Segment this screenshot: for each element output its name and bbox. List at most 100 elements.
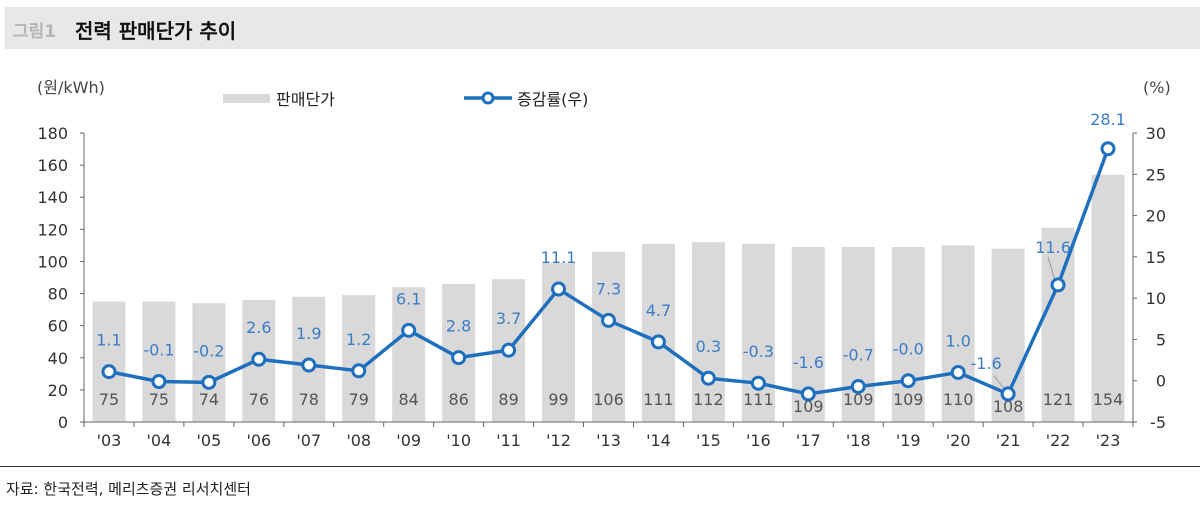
left-tick-label: 120 (37, 220, 68, 239)
left-tick-label: 40 (48, 349, 68, 368)
line-value-label: 1.2 (346, 330, 371, 349)
line-value-label: 6.1 (396, 289, 421, 308)
right-tick-label: 20 (1146, 207, 1166, 226)
figure-number: 그림1 (13, 22, 57, 42)
x-tick-label: '04 (147, 431, 172, 450)
line-marker (401, 322, 417, 338)
line-value-label: 2.8 (446, 317, 471, 336)
line-value-label: 28.1 (1090, 110, 1126, 129)
line-value-label: -0.0 (893, 340, 924, 359)
line-marker (1100, 141, 1116, 157)
legend-line-marker-icon (481, 91, 495, 105)
line-marker (351, 363, 367, 379)
x-tick-label: '13 (596, 431, 621, 450)
bar-value-label: 109 (893, 390, 924, 409)
bar-17 (941, 245, 975, 422)
line-value-label: -0.2 (193, 341, 224, 360)
right-tick-label: 15 (1146, 248, 1166, 267)
line-marker (251, 351, 267, 367)
x-tick-label: '05 (196, 431, 221, 450)
line-value-label: -0.1 (143, 341, 174, 360)
left-tick-label: 20 (48, 381, 68, 400)
line-marker (850, 378, 866, 394)
left-tick-label: 180 (37, 124, 68, 143)
bar-2 (192, 303, 226, 422)
bar-value-label: 154 (1093, 390, 1124, 409)
bar-value-label: 75 (149, 390, 169, 409)
bar-value-label: 75 (99, 390, 119, 409)
bar-value-label: 109 (843, 390, 874, 409)
line-marker (1050, 277, 1066, 293)
line-marker (501, 342, 517, 358)
x-tick-label: '16 (746, 431, 771, 450)
line-marker (650, 334, 666, 350)
line-marker (451, 350, 467, 366)
x-tick-label: '09 (396, 431, 421, 450)
line-value-label: 1.0 (945, 331, 970, 350)
bar-19 (1041, 227, 1075, 422)
x-tick-label: '11 (496, 431, 521, 450)
bar-12 (691, 242, 725, 422)
bar-value-label: 111 (743, 390, 774, 409)
bar-1 (142, 301, 176, 422)
bar-value-label: 108 (993, 397, 1024, 416)
x-tick-label: '12 (546, 431, 571, 450)
bar-13 (741, 243, 775, 422)
bar-5 (342, 295, 376, 422)
bar-value-label: 106 (593, 390, 624, 409)
right-tick-label: 10 (1146, 289, 1166, 308)
bar-value-label: 111 (643, 390, 674, 409)
line-marker (750, 375, 766, 391)
line-value-label: 1.1 (96, 331, 121, 350)
bar-value-label: 78 (299, 390, 319, 409)
bar-11 (641, 243, 675, 422)
line-marker (900, 373, 916, 389)
left-tick-label: 100 (37, 252, 68, 271)
bar-10 (592, 251, 625, 422)
x-tick-label: '17 (796, 431, 821, 450)
line-marker (151, 374, 167, 390)
left-tick-label: 60 (48, 317, 68, 336)
bar-value-label: 89 (498, 390, 518, 409)
bar-value-label: 99 (548, 390, 568, 409)
line-marker (551, 281, 567, 297)
line-value-label: 0.3 (696, 337, 721, 356)
line-value-label: 3.7 (496, 309, 521, 328)
chart: 0 20 40 60 80 100 120 140 160 180 -5 0 5 10 15 20 25 30 '0… (37, 78, 1171, 450)
line-value-label: 7.3 (596, 279, 621, 298)
line-value-label: 11.6 (1035, 238, 1071, 257)
legend-bar-swatch (223, 94, 270, 103)
line-marker (700, 370, 716, 386)
bar-value-label: 110 (943, 390, 974, 409)
bar-0 (92, 301, 126, 422)
line-value-label: 2.6 (246, 318, 271, 337)
bar-6 (392, 287, 426, 422)
bar-value-label: 74 (199, 390, 219, 409)
line-value-label: -1.6 (793, 353, 824, 372)
source-note: 자료: 한국전력, 메리츠증권 리서치센터 (6, 480, 251, 498)
line-marker (950, 364, 966, 380)
x-tick-label: '21 (996, 431, 1021, 450)
line-marker (201, 374, 217, 390)
right-axis-unit: (%) (1143, 78, 1171, 97)
x-tick-label: '22 (1046, 431, 1071, 450)
x-tick-label: '20 (946, 431, 971, 450)
bar-value-label: 76 (249, 390, 269, 409)
legend-bar-label: 판매단가 (276, 90, 335, 109)
left-tick-label: 140 (37, 188, 68, 207)
left-axis-unit: (원/kWh) (37, 78, 105, 97)
x-tick-label: '14 (646, 431, 671, 450)
bar-value-label: 109 (793, 397, 824, 416)
left-tick-label: 160 (37, 156, 68, 175)
line-value-label: -0.7 (843, 345, 874, 364)
right-tick-label: 5 (1156, 330, 1166, 349)
bar-16 (891, 246, 925, 422)
left-tick-label: 80 (48, 285, 68, 304)
source-divider (0, 466, 1200, 467)
line-marker (101, 364, 117, 380)
right-tick-label: 0 (1156, 372, 1166, 391)
x-tick-label: '19 (896, 431, 921, 450)
line-value-label: -1.6 (971, 354, 1002, 373)
x-tick-label: '23 (1096, 431, 1121, 450)
x-tick-label: '15 (696, 431, 721, 450)
